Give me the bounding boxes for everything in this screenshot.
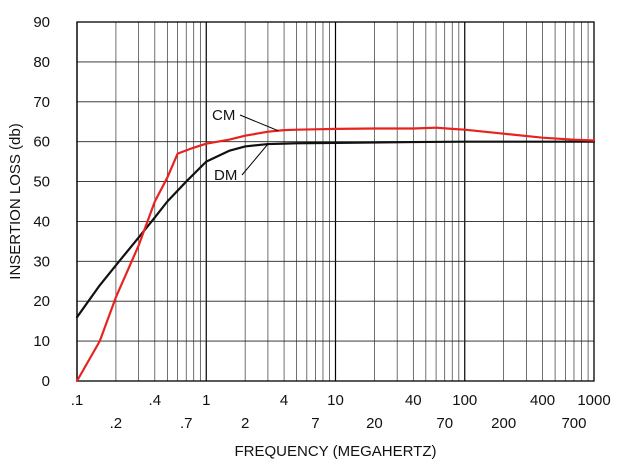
y-tick-label: 10 [33,333,50,350]
x-tick-label: 4 [280,392,288,409]
x-tick-label: 70 [436,415,453,432]
x-tick-label: .1 [71,392,84,409]
x-tick-label: .2 [110,415,123,432]
x-tick-label: 40 [405,392,422,409]
annotation-leader-cm [239,114,279,132]
x-axis-title: FREQUENCY (MEGAHERTZ) [235,443,437,460]
x-tick-label: 2 [241,415,249,432]
annotation-layer: CM DM [212,107,279,184]
x-tick-label: 10 [327,392,344,409]
y-tick-label: 30 [33,253,50,270]
y-tick-label: 0 [42,373,50,390]
x-tick-label: 20 [366,415,383,432]
minor-gridlines [115,22,589,381]
y-tick-label: 90 [33,14,50,31]
y-tick-labels: 0 10 20 30 40 50 60 70 80 90 [33,14,50,390]
x-tick-label: 400 [530,392,555,409]
plot-frame [76,21,595,382]
series-layer [75,126,596,383]
annotation-label-dm: DM [214,167,237,184]
x-tick-label: 7 [311,415,319,432]
x-tick-label: 1 [202,392,210,409]
series-line-cm [75,126,596,383]
x-tick-label: 200 [491,415,516,432]
x-tick-labels: .1 .4 1 4 10 40 100 400 1000 .2 .7 2 7 20 70 200 700 [71,392,611,432]
x-tick-label: 700 [561,415,586,432]
series-line-dm [75,140,596,319]
annotation-label-cm: CM [212,107,235,124]
x-tick-label: 1000 [577,392,610,409]
x-tick-label: .7 [180,415,193,432]
y-axis-title: INSERTION LOSS (db) [7,123,24,279]
y-tick-label: 50 [33,174,50,191]
x-tick-label: 100 [452,392,477,409]
annotation-leader-dm [241,143,269,176]
y-tick-label: 40 [33,213,50,230]
y-tick-label: 20 [33,293,50,310]
y-tick-label: 60 [33,134,50,151]
y-tick-label: 70 [33,94,50,111]
x-tick-label: .4 [149,392,162,409]
y-tick-label: 80 [33,54,50,71]
